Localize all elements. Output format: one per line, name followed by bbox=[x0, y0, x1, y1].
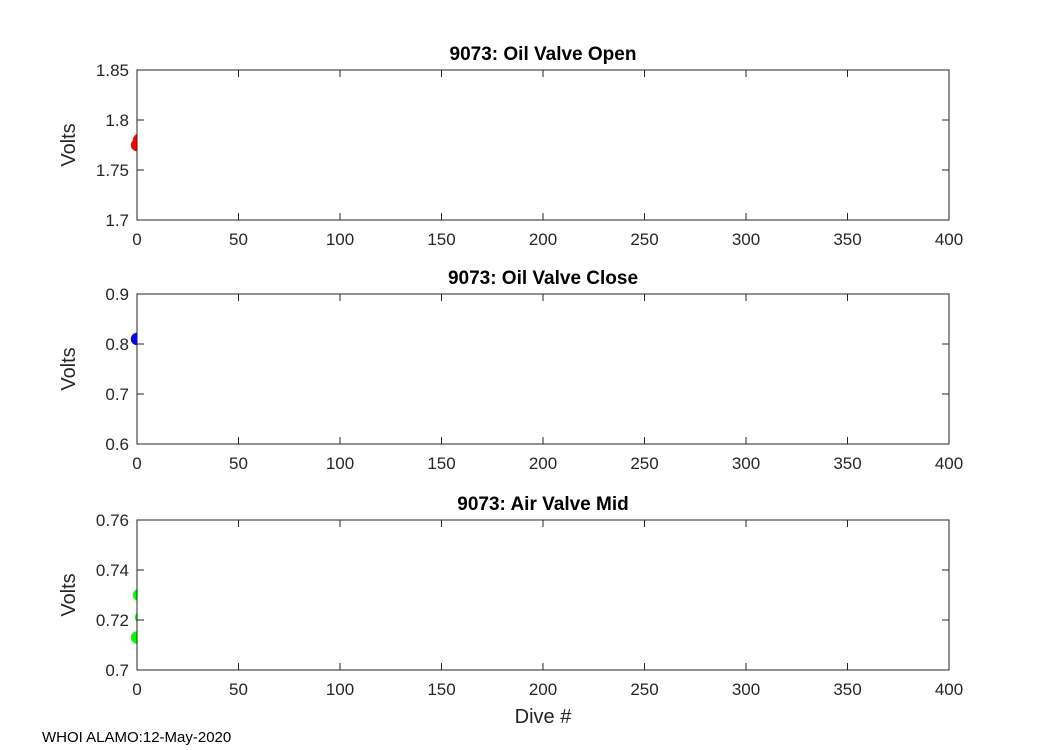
oil-valve-open-x-tick-label: 250 bbox=[630, 230, 658, 249]
air-valve-mid-x-tick-label: 300 bbox=[732, 680, 760, 699]
oil-valve-close-title: 9073: Oil Valve Close bbox=[448, 268, 638, 289]
footer-text: WHOI ALAMO:12-May-2020 bbox=[42, 729, 231, 746]
oil-valve-close-x-tick-label: 150 bbox=[427, 454, 455, 473]
oil-valve-close-x-tick-label: 350 bbox=[833, 454, 861, 473]
air-valve-mid-y-tick-label: 0.76 bbox=[96, 511, 129, 530]
air-valve-mid-x-tick-label: 100 bbox=[326, 680, 354, 699]
oil-valve-open-y-tick-label: 1.7 bbox=[105, 211, 129, 230]
oil-valve-open-x-tick-label: 350 bbox=[833, 230, 861, 249]
oil-valve-open-title: 9073: Oil Valve Open bbox=[450, 44, 637, 65]
air-valve-mid-x-tick-label: 150 bbox=[427, 680, 455, 699]
air-valve-mid-x-tick-label: 200 bbox=[529, 680, 557, 699]
oil-valve-close-y-tick-label: 0.8 bbox=[105, 335, 129, 354]
air-valve-mid-y-axis-label: Volts bbox=[58, 573, 80, 616]
air-valve-mid-axes-box bbox=[136, 519, 950, 671]
oil-valve-close-y-tick-label: 0.7 bbox=[105, 385, 129, 404]
oil-valve-open-y-tick-label: 1.85 bbox=[96, 61, 129, 80]
oil-valve-open-y-axis-label: Volts bbox=[58, 123, 80, 166]
air-valve-mid-x-tick-label: 0 bbox=[132, 680, 141, 699]
oil-valve-close-y-axis-label: Volts bbox=[58, 347, 80, 390]
air-valve-mid-y-tick-label: 0.7 bbox=[105, 661, 129, 680]
oil-valve-open-x-tick-label: 150 bbox=[427, 230, 455, 249]
oil-valve-close-x-tick-label: 300 bbox=[732, 454, 760, 473]
air-valve-mid-title: 9073: Air Valve Mid bbox=[457, 494, 628, 515]
oil-valve-close-x-tick-label: 250 bbox=[630, 454, 658, 473]
air-valve-mid-x-tick-label: 250 bbox=[630, 680, 658, 699]
oil-valve-open-axes-box bbox=[136, 69, 950, 221]
oil-valve-open-x-tick-label: 200 bbox=[529, 230, 557, 249]
oil-valve-open-x-tick-label: 300 bbox=[732, 230, 760, 249]
air-valve-mid-chart: 0 50 100 150 200 250 300 350 400 0.7 0.72 0.74 0.76 9… bbox=[58, 494, 963, 728]
oil-valve-close-chart: 0 50 100 150 200 250 300 350 400 0.6 0.7 0.8 0.9 9073… bbox=[58, 268, 963, 473]
oil-valve-open-y-tick-label: 1.8 bbox=[105, 111, 129, 130]
oil-valve-open-y-tick-label: 1.75 bbox=[96, 161, 129, 180]
oil-valve-close-y-tick-label: 0.6 bbox=[105, 435, 129, 454]
oil-valve-close-x-tick-label: 200 bbox=[529, 454, 557, 473]
air-valve-mid-y-tick-label: 0.74 bbox=[96, 561, 129, 580]
oil-valve-close-x-tick-label: 0 bbox=[132, 454, 141, 473]
oil-valve-close-x-tick-label: 400 bbox=[935, 454, 963, 473]
oil-valve-close-x-tick-label: 100 bbox=[326, 454, 354, 473]
air-valve-mid-x-axis-label: Dive # bbox=[515, 706, 573, 728]
air-valve-mid-x-tick-label: 350 bbox=[833, 680, 861, 699]
oil-valve-close-axes-box bbox=[136, 293, 950, 445]
air-valve-mid-y-tick-label: 0.72 bbox=[96, 611, 129, 630]
oil-valve-open-x-tick-label: 100 bbox=[326, 230, 354, 249]
oil-valve-open-x-tick-label: 50 bbox=[229, 230, 248, 249]
oil-valve-open-x-tick-label: 0 bbox=[132, 230, 141, 249]
oil-valve-open-chart: 0 50 100 150 200 250 300 350 400 1.7 1.75 1.8 1.85 90… bbox=[58, 44, 963, 249]
oil-valve-close-x-tick-label: 50 bbox=[229, 454, 248, 473]
oil-valve-open-x-tick-label: 400 bbox=[935, 230, 963, 249]
air-valve-mid-x-tick-label: 50 bbox=[229, 680, 248, 699]
oil-valve-close-y-tick-label: 0.9 bbox=[105, 285, 129, 304]
air-valve-mid-x-tick-label: 400 bbox=[935, 680, 963, 699]
